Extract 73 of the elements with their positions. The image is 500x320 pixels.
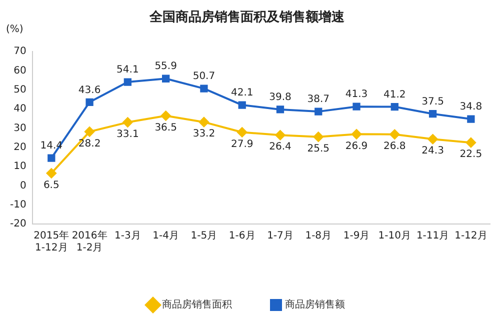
point [275,130,286,140]
y-tick-label: -20 [10,218,26,230]
point [124,78,132,86]
y-tick-label: 60 [14,65,26,76]
data-label: 33.1 [116,128,139,140]
x-tick-label: 1-12月 [454,230,488,242]
legend-label: 商品房销售额 [285,298,345,311]
point [46,168,56,178]
point [428,110,437,118]
data-label: 50.7 [192,71,216,82]
y-tick-label: 40 [14,104,26,115]
x-tick-label: 1-3月 [114,230,141,242]
x-tick-label: 1-4月 [152,230,179,242]
chart-title: 全国商品房销售面积及销售额增速 [148,9,346,26]
x-tick-label: 1-8月 [305,230,332,242]
data-label: 37.5 [422,96,444,108]
y-tick-label: 10 [14,161,26,172]
x-tick-label: 1-6月 [228,230,256,242]
x-tick-label: 1-9月 [343,230,370,242]
data-label: 27.9 [230,138,254,150]
point [237,127,248,138]
y-tick-label: 50 [14,84,26,96]
data-label: 33.2 [192,128,216,140]
data-label: 26.4 [269,142,292,153]
x-tick-label: 1-7月 [267,230,294,242]
data-label: 6.5 [43,180,60,191]
x-tick-label: 1-11月 [416,230,450,242]
y-tick-label: -10 [10,199,26,210]
point [200,84,208,92]
point [276,106,284,114]
point [86,98,94,106]
point [160,110,171,121]
point [48,154,56,162]
point [352,129,362,140]
legend-label: 商品房销售面积 [162,298,232,311]
data-label: 28.2 [78,138,101,150]
point [238,101,246,109]
data-label: 34.8 [460,102,482,113]
x-tick-label: 1-10月 [378,230,412,242]
data-label: 26.9 [345,140,368,152]
data-label: 38.7 [307,94,330,106]
point [198,117,209,128]
point [390,102,398,111]
point [467,115,475,123]
point [122,117,133,128]
data-label: 41.2 [384,89,406,100]
point [352,102,360,110]
y-tick-label: 20 [14,142,26,153]
y-tick-label: 0 [20,180,26,192]
point [313,132,324,142]
point [84,126,95,137]
data-label: 36.5 [154,122,177,134]
data-label: 39.8 [269,92,292,104]
x-tick-label: 2015年 1-12月 [34,230,70,254]
data-label: 22.5 [460,149,482,160]
data-label: 43.6 [78,84,101,96]
y-axis-title: (%) [6,24,24,36]
data-label: 41.3 [345,89,368,100]
data-label: 42.1 [230,88,254,99]
data-label: 54.1 [116,64,139,76]
data-label: 24.3 [422,146,444,157]
point [162,74,170,82]
data-label: 26.8 [384,140,406,152]
y-tick-label: 70 [14,46,26,58]
point [314,108,322,116]
data-label: 55.9 [154,61,177,72]
point [390,129,400,140]
point [466,138,476,148]
x-tick-label: 1-5月 [190,230,218,242]
x-tick-label: 2016年 1-2月 [72,230,108,254]
y-tick-label: 30 [14,122,26,134]
data-label: 25.5 [307,143,330,154]
point [428,134,438,144]
